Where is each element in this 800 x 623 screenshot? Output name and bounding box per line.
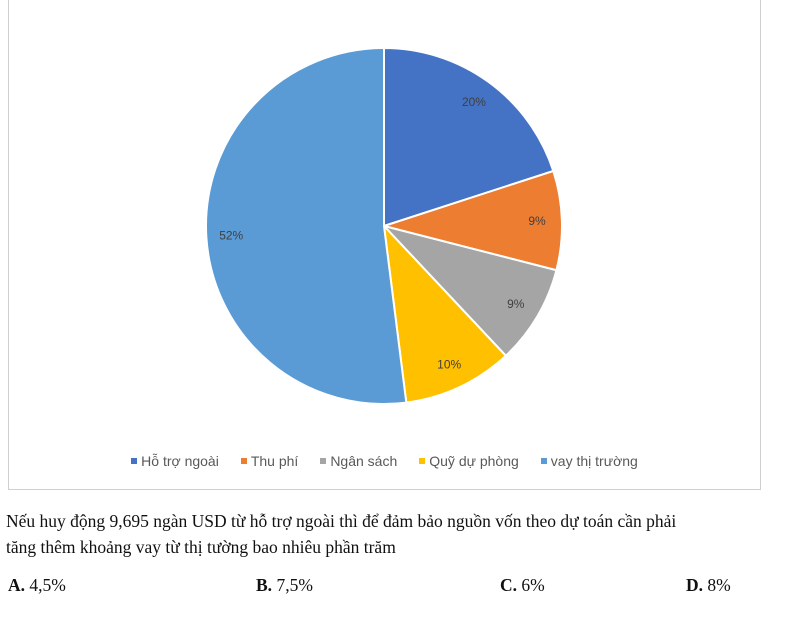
pie-slice: [380, 224, 558, 358]
pie-slice: [382, 223, 508, 404]
question-line: Nếu huy động 9,695 ngàn USD từ hỗ trợ ng…: [6, 511, 677, 531]
data-label: 9%: [528, 214, 546, 228]
pie-chart: 20% 9% 9% 10% 52%: [205, 46, 563, 405]
answer-c[interactable]: C. 6%: [500, 575, 545, 596]
legend-label: vay thị trường: [550, 453, 638, 469]
data-label: 10%: [437, 358, 461, 372]
question-text: Nếu huy động 9,695 ngàn USD từ hỗ trợ ng…: [6, 508, 676, 560]
legend-label: Quỹ dự phòng: [429, 453, 519, 469]
data-label: 52%: [219, 229, 243, 243]
legend: Hỗ trợ ngoài Thu phí Ngân sách Quỹ dự ph…: [9, 453, 760, 469]
data-label: 9%: [507, 297, 525, 311]
data-label: 20%: [462, 95, 486, 109]
answer-text: 6%: [521, 575, 545, 595]
answer-a[interactable]: A. 4,5%: [8, 575, 66, 596]
answer-letter: C.: [500, 575, 518, 595]
legend-swatch: [240, 458, 247, 464]
legend-item: Hỗ trợ ngoài: [131, 453, 219, 469]
answer-text: 8%: [707, 575, 731, 595]
pie-slice: [383, 46, 555, 228]
legend-item: Ngân sách: [320, 453, 397, 469]
answer-b[interactable]: B. 7,5%: [256, 575, 313, 596]
legend-label: Hỗ trợ ngoài: [141, 453, 219, 469]
legend-swatch: [419, 458, 426, 464]
legend-swatch: [131, 458, 138, 464]
answer-d[interactable]: D. 8%: [686, 575, 731, 596]
answer-letter: B.: [256, 575, 273, 595]
legend-label: Thu phí: [250, 453, 299, 469]
answer-text: 4,5%: [29, 575, 66, 595]
legend-item: Quỹ dự phòng: [419, 453, 519, 469]
legend-swatch: [320, 458, 327, 464]
answer-letter: D.: [686, 575, 704, 595]
pie-slice: [205, 46, 408, 405]
question-line: tăng thêm khoảng vay từ thị tường bao nh…: [6, 537, 396, 557]
legend-label: Ngân sách: [330, 453, 398, 469]
answer-text: 7,5%: [276, 575, 313, 595]
chart-area: 20% 9% 9% 10% 52% Hỗ trợ ngoài Thu phí Ngân …: [8, 0, 761, 490]
answer-letter: A.: [8, 575, 26, 595]
pie-slice: [380, 169, 563, 272]
legend-item: Thu phí: [240, 453, 299, 469]
legend-swatch: [540, 458, 547, 464]
legend-item: vay thị trường: [540, 453, 638, 469]
